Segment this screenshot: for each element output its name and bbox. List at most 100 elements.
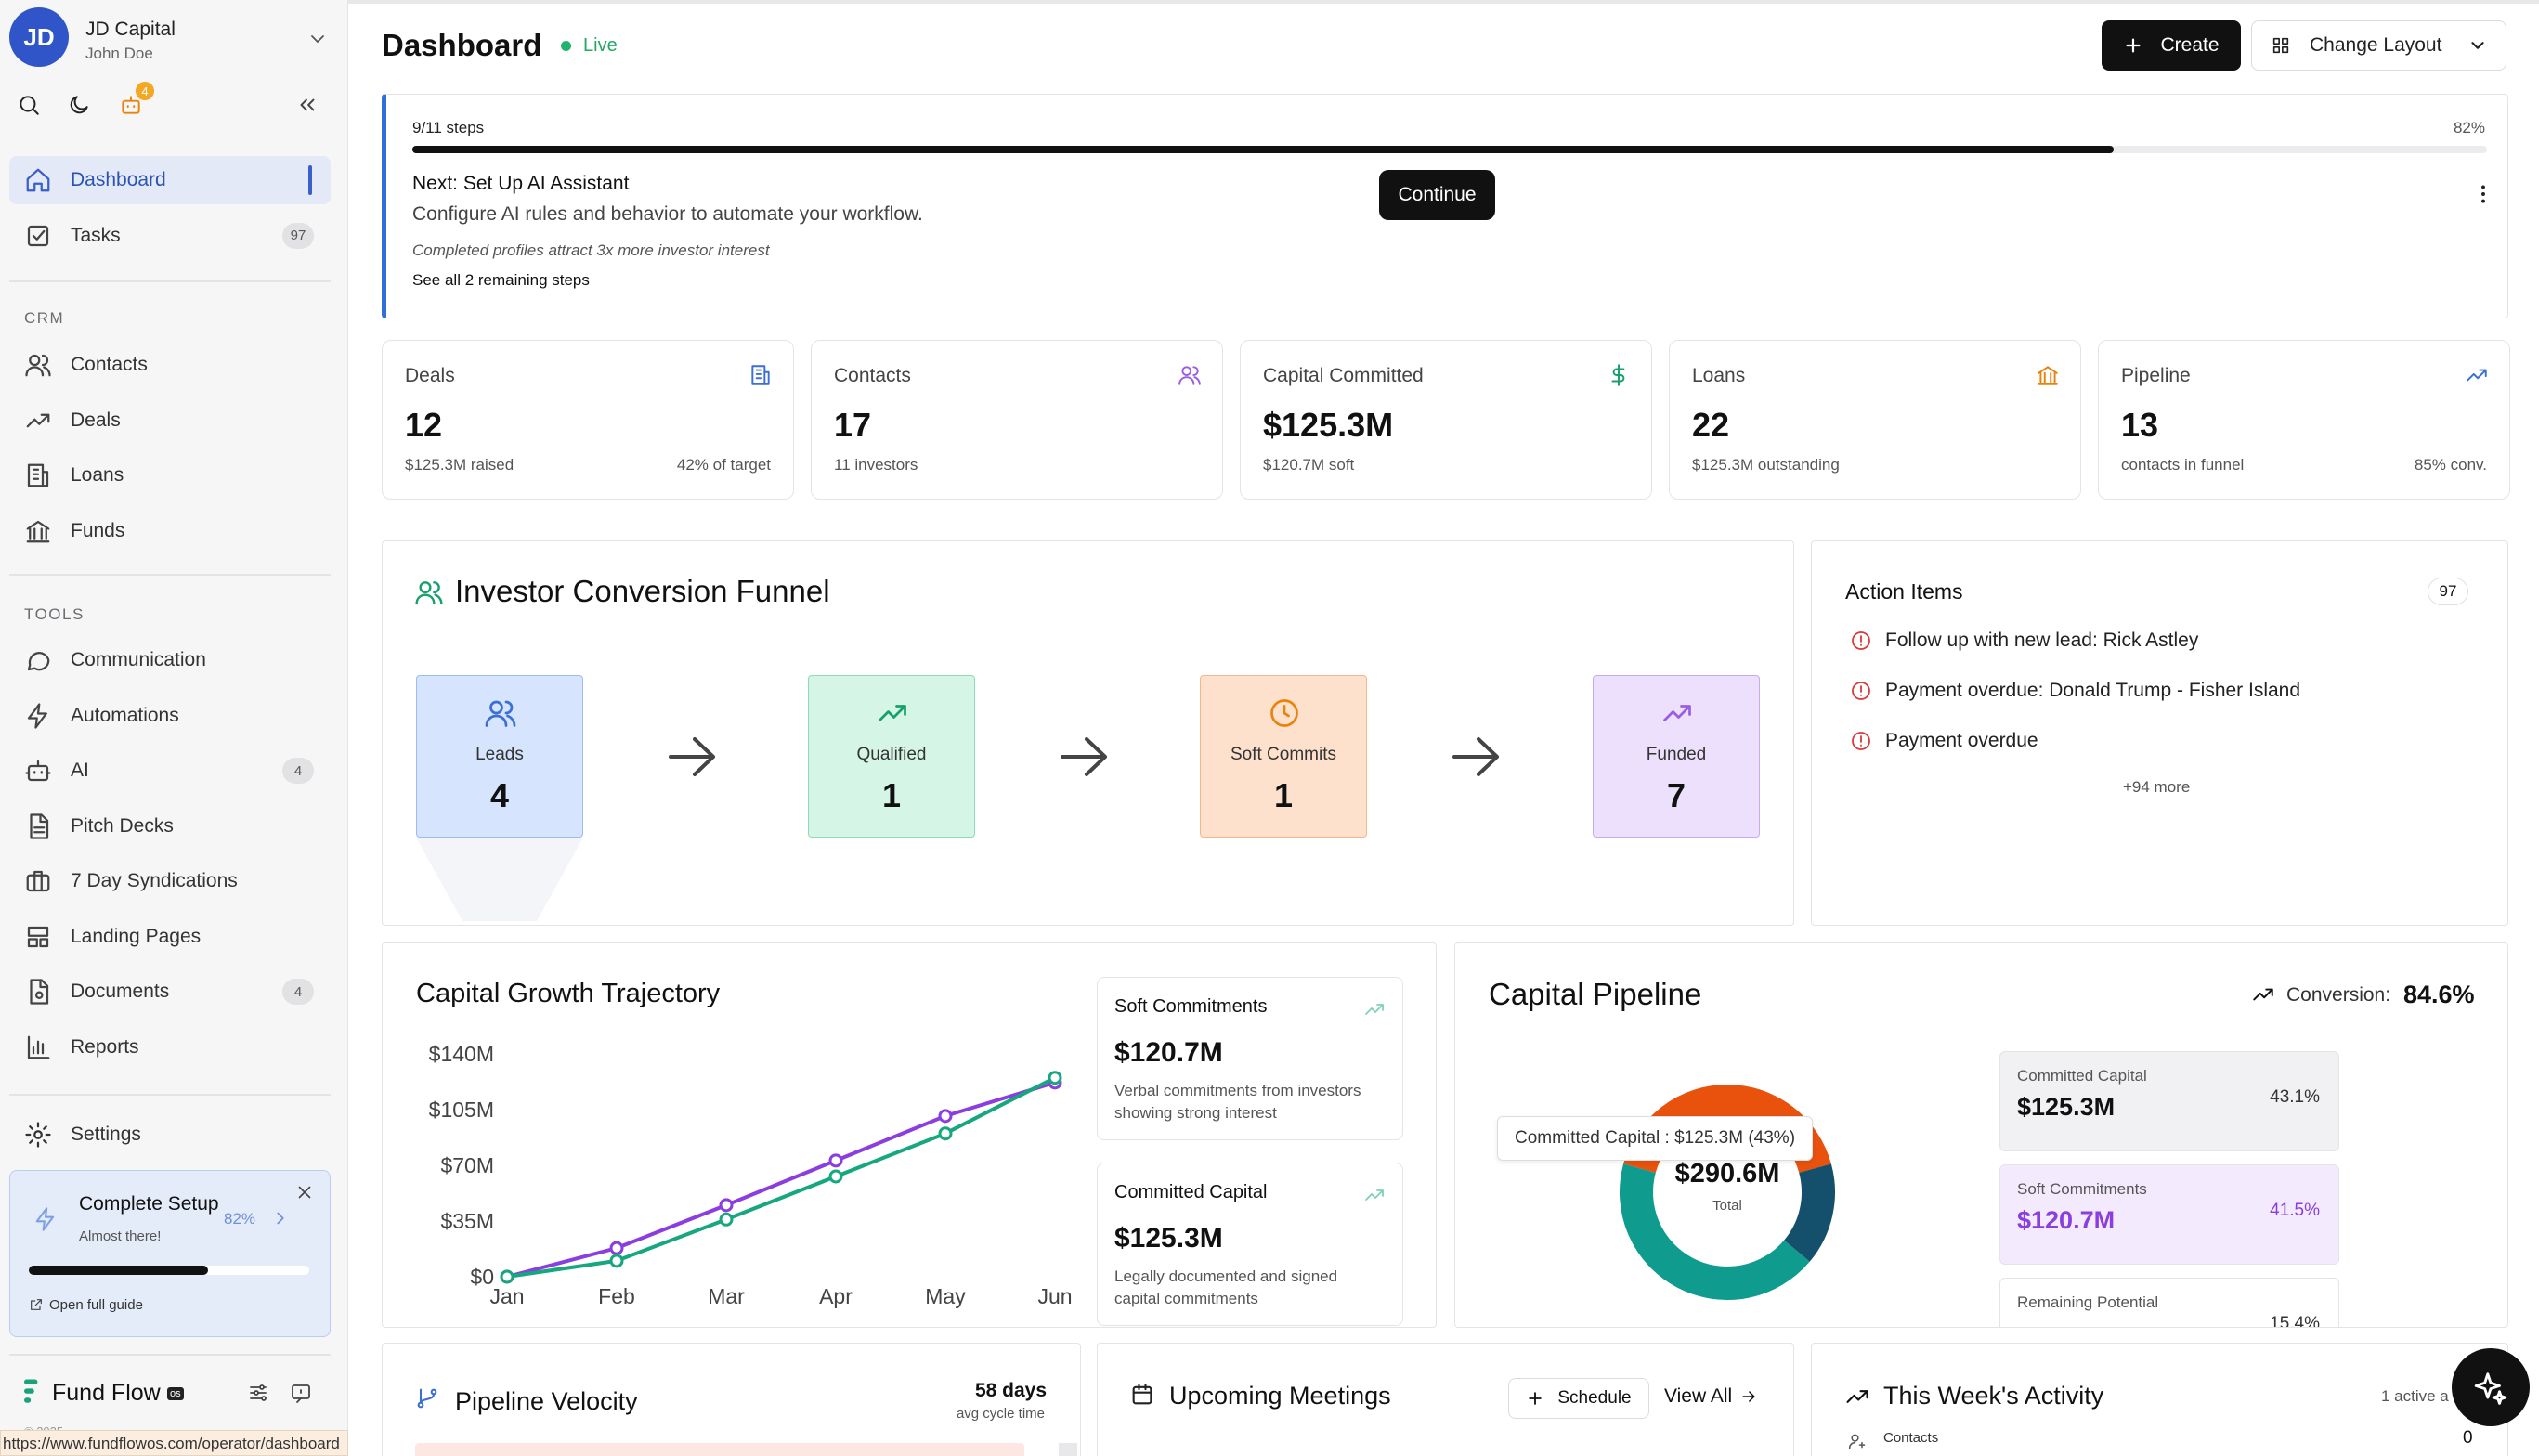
series-line-2 xyxy=(506,1075,1056,1279)
donut-slice-committed-capital[interactable] xyxy=(1620,1164,1810,1300)
continue-button[interactable]: Continue xyxy=(1379,170,1495,220)
arrow-right-icon xyxy=(1742,1391,1755,1402)
data-point[interactable] xyxy=(1048,1071,1062,1086)
pipeline-card-committed-capital[interactable]: Committed Capital $125.3M 43.1% xyxy=(1999,1051,2339,1151)
funnel-stage-qualified[interactable]: Qualified 1 xyxy=(808,675,975,838)
change-layout-button[interactable]: Change Layout xyxy=(2251,20,2506,71)
capital-pipeline-donut-chart xyxy=(1620,1085,1835,1300)
search-icon[interactable] xyxy=(17,93,41,117)
action-item[interactable]: Payment overdue: Donald Trump - Fisher I… xyxy=(1850,680,2300,702)
action-items-more[interactable]: +94 more xyxy=(2123,778,2191,796)
arrow-right-icon xyxy=(1452,737,1499,776)
building-icon xyxy=(27,463,49,488)
sliders-icon[interactable] xyxy=(247,1382,269,1404)
setup-card[interactable]: Complete Setup 82% Almost there! Open fu… xyxy=(9,1170,331,1337)
stat-card-loans[interactable]: Loans 22 $125.3M outstanding xyxy=(1669,340,2081,500)
data-point[interactable] xyxy=(609,1254,624,1268)
sidebar-item-ai[interactable]: AI 4 xyxy=(9,747,331,795)
stat-card-contacts[interactable]: Contacts 17 11 investors xyxy=(811,340,1223,500)
data-point[interactable] xyxy=(500,1269,514,1284)
create-button[interactable]: Create xyxy=(2102,20,2241,71)
sidebar-item-loans[interactable]: Loans xyxy=(9,451,331,500)
org-name[interactable]: JD Capital xyxy=(85,19,176,40)
avatar[interactable]: JD xyxy=(9,7,69,67)
velocity-scrollbar[interactable] xyxy=(1059,1443,1077,1456)
briefcase-icon xyxy=(26,870,50,892)
sidebar-item-tasks[interactable]: Tasks 97 xyxy=(9,212,331,260)
setup-guide-link[interactable]: Open full guide xyxy=(49,1297,143,1313)
schedule-button[interactable]: Schedule xyxy=(1508,1378,1649,1419)
weekly-activity-title: This Week's Activity xyxy=(1883,1382,2104,1410)
stat-card-capital-committed[interactable]: Capital Committed $125.3M $120.7M soft xyxy=(1240,340,1652,500)
sidebar: JD JD Capital John Doe 4 Dashboard Tasks 9… xyxy=(0,0,348,1456)
action-item-text: Payment overdue xyxy=(1885,730,2038,751)
schedule-label: Schedule xyxy=(1557,1388,1632,1408)
data-point[interactable] xyxy=(828,1153,843,1168)
data-point[interactable] xyxy=(938,1126,953,1141)
data-point[interactable] xyxy=(719,1198,734,1213)
see-remaining-steps-link[interactable]: See all 2 remaining steps xyxy=(412,271,590,289)
sidebar-item-funds[interactable]: Funds xyxy=(9,507,331,555)
chevron-down-icon[interactable] xyxy=(306,28,329,50)
sidebar-item-contacts[interactable]: Contacts xyxy=(9,341,331,389)
data-point[interactable] xyxy=(938,1109,953,1124)
donut-slice-remaining-potential[interactable] xyxy=(1783,1164,1835,1262)
pipeline-card-percent: 43.1% xyxy=(2270,1087,2320,1107)
donut-center-value: $290.6M xyxy=(1674,1159,1780,1189)
funnel-stage-funded[interactable]: Funded 7 xyxy=(1593,675,1760,838)
sidebar-item-automations[interactable]: Automations xyxy=(9,692,331,740)
action-item[interactable]: Payment overdue xyxy=(1850,730,2038,752)
layout-icon xyxy=(27,926,49,947)
sidebar-item-label: AI xyxy=(71,760,89,781)
sidebar-item-label: Settings xyxy=(71,1124,141,1145)
data-point[interactable] xyxy=(828,1169,843,1184)
zap-icon xyxy=(27,702,47,729)
chevron-right-icon[interactable] xyxy=(270,1208,291,1228)
data-point[interactable] xyxy=(609,1241,624,1255)
sidebar-item-documents[interactable]: Documents 4 xyxy=(9,968,331,1016)
view-all-link[interactable]: View All xyxy=(1664,1385,1758,1408)
stat-sub-right: 42% of target xyxy=(676,456,771,474)
ai-assistant-fab[interactable] xyxy=(2452,1348,2530,1426)
stat-card-deals[interactable]: Deals 12 $125.3M raised 42% of target xyxy=(382,340,794,500)
weekly-activity-status: 1 active a xyxy=(2381,1387,2449,1405)
soft-commitments-value: $120.7M xyxy=(1114,1037,1223,1068)
trending-up-icon xyxy=(1663,705,1691,722)
close-icon[interactable] xyxy=(294,1182,315,1202)
sidebar-item-deals[interactable]: Deals xyxy=(9,396,331,445)
data-point[interactable] xyxy=(719,1212,734,1227)
zap-icon xyxy=(35,1207,55,1231)
sidebar-item-pitch-decks[interactable]: Pitch Decks xyxy=(9,802,331,851)
bar-chart-icon xyxy=(27,1035,50,1059)
sidebar-item-7-day-syndications[interactable]: 7 Day Syndications xyxy=(9,857,331,905)
moon-icon[interactable] xyxy=(67,93,91,117)
funnel-stage-leads[interactable]: Leads 4 xyxy=(416,675,583,838)
pipeline-card-soft-commitments[interactable]: Soft Commitments $120.7M 41.5% xyxy=(1999,1164,2339,1265)
onboarding-tip: Completed profiles attract 3x more inves… xyxy=(412,241,770,259)
collapse-sidebar-icon[interactable] xyxy=(295,93,319,117)
sidebar-item-dashboard[interactable]: Dashboard xyxy=(9,156,331,204)
weekly-activity-row-label: Contacts xyxy=(1883,1430,1939,1446)
onboarding-card: 9/11 steps 82% Next: Set Up AI Assistant… xyxy=(382,94,2508,318)
next-step-description: Configure AI rules and behavior to autom… xyxy=(412,203,923,225)
live-status: Live xyxy=(583,35,618,56)
action-item[interactable]: Follow up with new lead: Rick Astley xyxy=(1850,630,2198,652)
sidebar-item-landing-pages[interactable]: Landing Pages xyxy=(9,913,331,961)
y-tick-label: $70M xyxy=(440,1153,494,1177)
funnel-stage-soft-commits[interactable]: Soft Commits 1 xyxy=(1200,675,1367,838)
pipeline-card-remaining-potential[interactable]: Remaining Potential 15.4% xyxy=(1999,1278,2339,1327)
stat-card-pipeline[interactable]: Pipeline 13 contacts in funnel 85% conv. xyxy=(2098,340,2510,500)
setup-progress-fill xyxy=(29,1266,209,1275)
brand-name[interactable]: Fund Flow xyxy=(52,1380,161,1406)
stat-sub: 11 investors xyxy=(834,456,918,474)
sidebar-item-label: Dashboard xyxy=(71,169,166,190)
sidebar-item-communication[interactable]: Communication xyxy=(9,636,331,684)
change-layout-label: Change Layout xyxy=(2310,34,2442,56)
x-tick-label: Jan xyxy=(489,1284,524,1308)
sidebar-item-reports[interactable]: Reports xyxy=(9,1023,331,1072)
file-icon xyxy=(30,812,49,839)
bot-icon[interactable] xyxy=(119,93,143,117)
sidebar-item-settings[interactable]: Settings xyxy=(9,1111,331,1159)
more-vertical-icon[interactable] xyxy=(2471,182,2495,206)
feedback-icon[interactable] xyxy=(290,1382,312,1404)
